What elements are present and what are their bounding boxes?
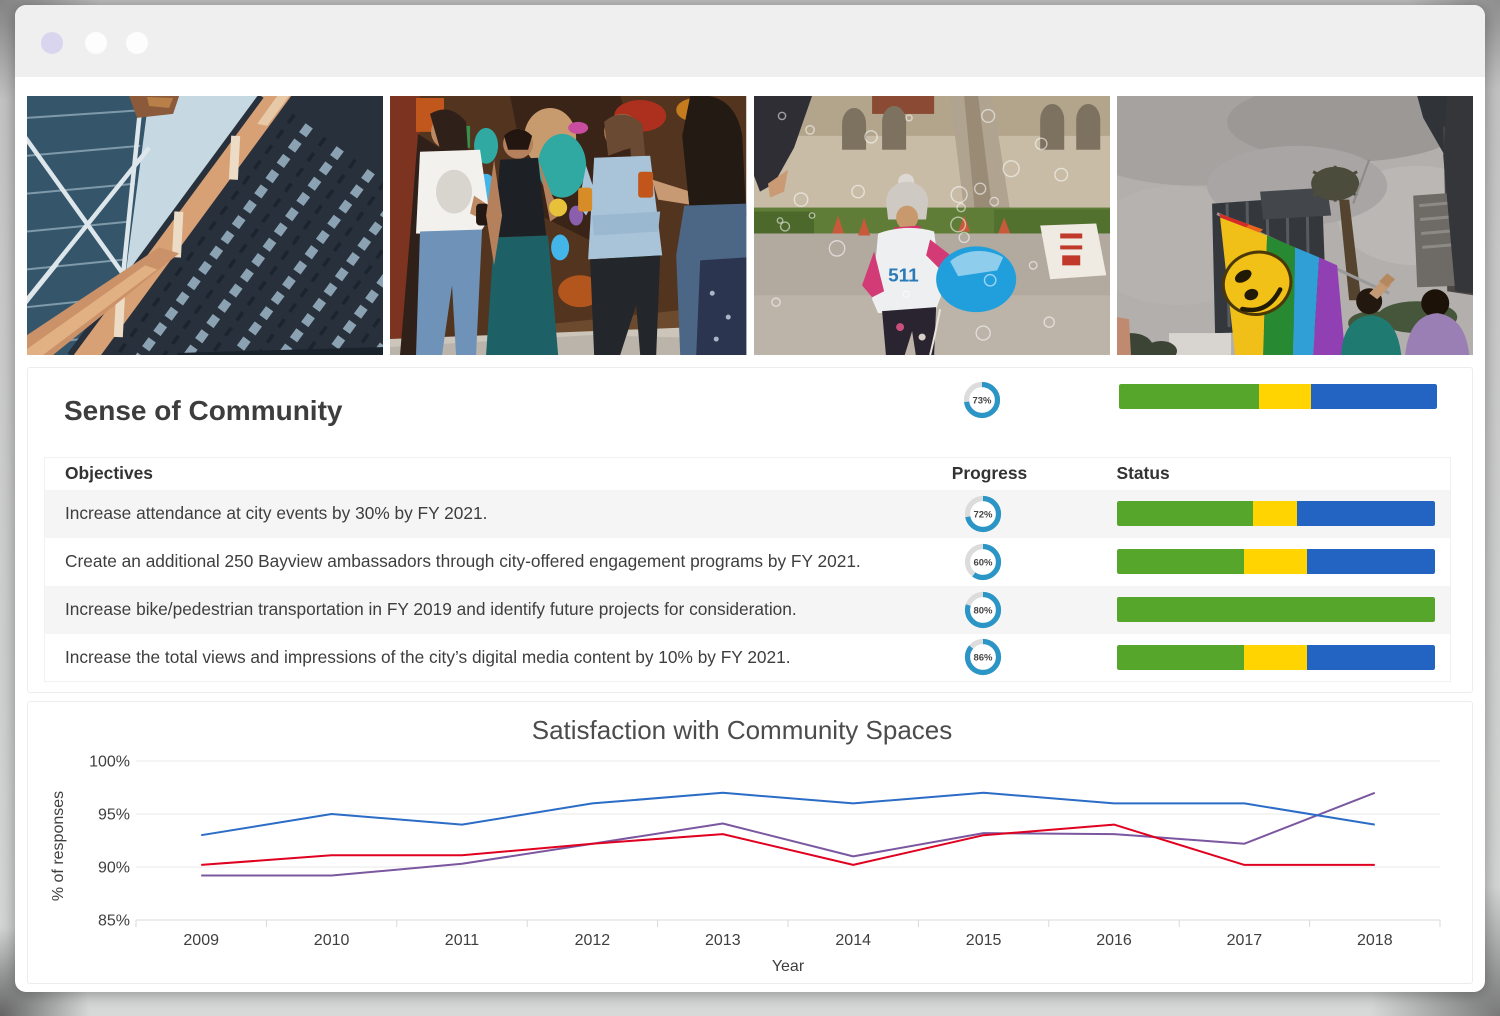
svg-text:86%: 86% — [973, 653, 993, 664]
svg-text:85%: 85% — [98, 913, 130, 930]
svg-text:2018: 2018 — [1357, 932, 1393, 949]
svg-text:2011: 2011 — [445, 932, 480, 949]
svg-text:73%: 73% — [972, 395, 992, 406]
svg-text:80%: 80% — [973, 605, 993, 616]
svg-text:2014: 2014 — [835, 932, 871, 949]
svg-text:60%: 60% — [973, 557, 993, 568]
svg-text:72%: 72% — [973, 509, 993, 520]
svg-text:2015: 2015 — [966, 932, 1002, 949]
svg-text:511: 511 — [888, 265, 919, 286]
svg-text:2009: 2009 — [183, 932, 219, 949]
svg-text:95%: 95% — [98, 807, 130, 824]
svg-text:Year: Year — [772, 958, 805, 975]
svg-text:2012: 2012 — [575, 932, 611, 949]
svg-text:100%: 100% — [89, 754, 130, 771]
svg-text:2013: 2013 — [705, 932, 741, 949]
svg-text:Satisfaction with Community Sp: Satisfaction with Community Spaces — [532, 715, 953, 745]
svg-text:90%: 90% — [98, 860, 130, 877]
svg-text:% of responses: % of responses — [50, 791, 67, 901]
svg-text:2017: 2017 — [1227, 932, 1263, 949]
svg-text:2016: 2016 — [1096, 932, 1132, 949]
svg-text:2010: 2010 — [314, 932, 350, 949]
